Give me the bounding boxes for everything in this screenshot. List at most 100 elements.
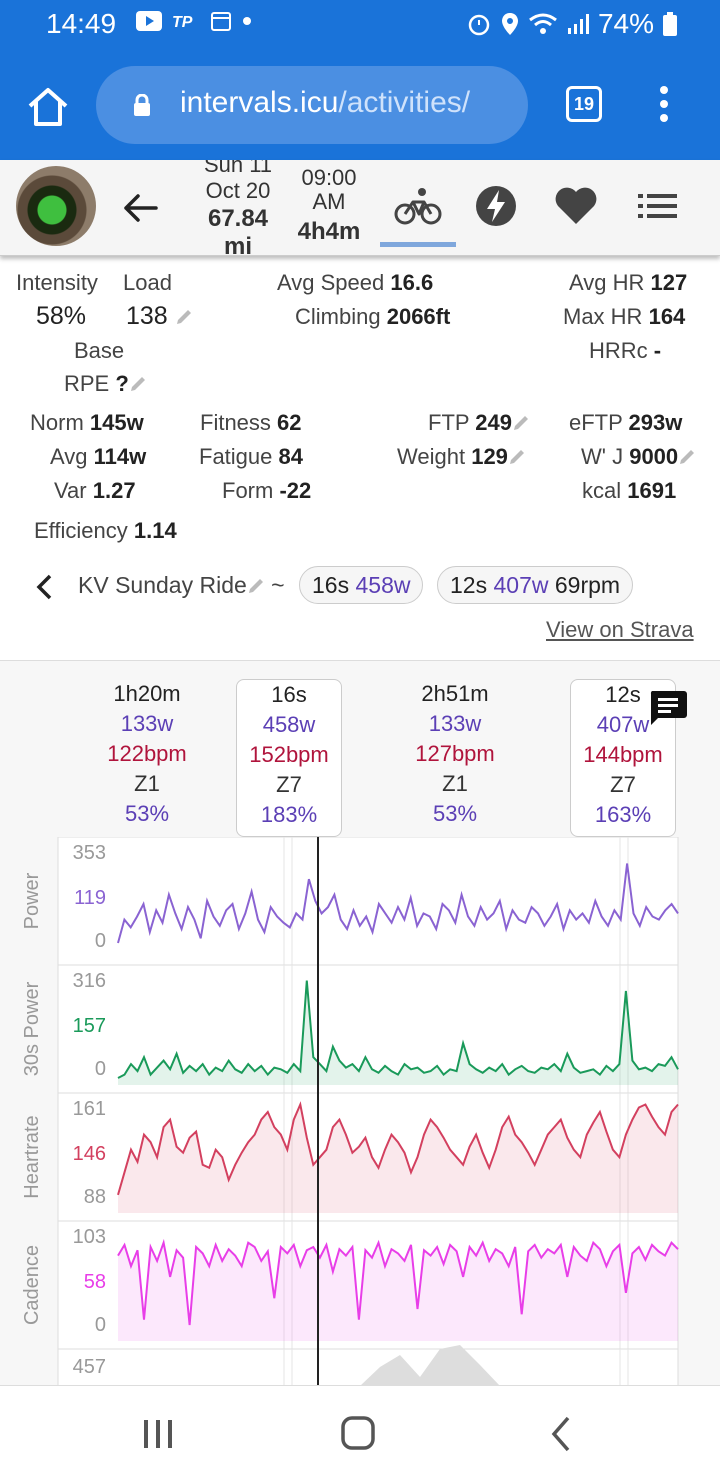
interval-hr: 144bpm [583, 742, 663, 767]
back-arrow-icon[interactable] [120, 188, 160, 228]
wj-stat[interactable]: W' J 9000 [581, 444, 696, 470]
edit-pencil-icon[interactable] [247, 577, 265, 595]
peak-power-pill-1[interactable]: 16s 458w [299, 566, 424, 604]
series-line [117, 1238, 679, 1326]
chart-tick-label: 316 [73, 970, 106, 992]
fitness-stat: Fitness 62 [200, 410, 302, 436]
max-hr-label: Max HR [563, 304, 643, 329]
interval-zone: Z1 [442, 771, 468, 796]
edit-pencil-icon[interactable] [508, 448, 526, 466]
url-bar[interactable]: intervals.icu/activities/ [96, 66, 528, 144]
browser-toolbar: intervals.icu/activities/ 19 [0, 50, 720, 160]
peak-power-pill-2[interactable]: 12s 407w 69rpm [437, 566, 634, 604]
edit-pencil-icon[interactable] [175, 308, 193, 326]
max-hr-value: 164 [648, 304, 686, 329]
heart-icon[interactable] [552, 182, 600, 230]
activity-duration: 4h4m [297, 218, 361, 245]
interval-hr: 127bpm [415, 741, 495, 766]
chart-tick-label: 0 [95, 1314, 106, 1336]
battery-percent: 74% [597, 8, 654, 39]
trainingpeaks-icon: TP [172, 14, 193, 31]
interval-power: 407w [596, 712, 650, 737]
ftp-label: FTP [428, 410, 470, 435]
view-on-strava-link[interactable]: View on Strava [546, 617, 694, 642]
var-stat: Var 1.27 [54, 478, 136, 504]
chart-panel [57, 1220, 679, 1350]
edit-pencil-icon[interactable] [512, 414, 530, 432]
var-label: Var [54, 478, 87, 503]
edit-pencil-icon[interactable] [678, 448, 696, 466]
list-icon[interactable] [634, 182, 682, 230]
efficiency-stat: Efficiency 1.14 [34, 518, 177, 544]
interval-duration: 2h51m [421, 681, 489, 706]
chart-tick-label: 0 [95, 1058, 106, 1080]
interval-pct: 53% [124, 801, 170, 826]
chart-tick-label: 0 [95, 930, 106, 952]
url-text[interactable]: intervals.icu/activities/ [180, 86, 470, 120]
interval-card[interactable]: 12s 407w 144bpm Z7 163% [570, 679, 676, 837]
lock-icon [134, 94, 150, 116]
weight-value: 129 [471, 444, 508, 469]
start-ampm: AM [312, 189, 346, 214]
chart-tick-label: 103 [73, 1226, 106, 1248]
interval-card[interactable]: 2h51m 133w 127bpm Z1 53% [400, 679, 510, 837]
youtube-icon [136, 11, 162, 31]
browser-menu-button[interactable] [656, 86, 672, 126]
eftp-label: eFTP [569, 410, 623, 435]
interval-card[interactable]: 1h20m 133w 122bpm Z1 53% [94, 679, 200, 837]
ftp-stat[interactable]: FTP 249 [428, 410, 530, 436]
series-line [117, 1101, 679, 1196]
interval-power: 133w [120, 711, 174, 736]
home-button-icon[interactable] [336, 1414, 380, 1454]
chart-tick-label: 457 [73, 1356, 106, 1378]
load-label: Load [123, 270, 172, 295]
fitness-label: Fitness [200, 410, 271, 435]
efficiency-label: Efficiency [34, 518, 128, 543]
form-label: Form [222, 478, 274, 503]
edit-pencil-icon[interactable] [129, 375, 147, 393]
bicycle-icon[interactable] [394, 182, 442, 230]
recent-apps-icon[interactable] [136, 1414, 180, 1454]
interval-card[interactable]: 16s 458w 152bpm Z7 183% [236, 679, 342, 837]
avg-hr-label: Avg HR [569, 270, 645, 295]
pill2-time: 12s [450, 572, 488, 598]
home-icon[interactable] [26, 84, 70, 128]
chart-tick-label: 146 [73, 1143, 106, 1165]
chart-panel [57, 1092, 679, 1222]
bicycle-tab-indicator [380, 242, 456, 247]
rpe-field[interactable]: RPE ? [64, 371, 147, 397]
interval-pct: 163% [594, 802, 652, 827]
form-value: -22 [279, 478, 312, 503]
interval-power: 133w [428, 711, 482, 736]
interval-zone: Z7 [276, 772, 302, 797]
url-host: intervals.icu [180, 86, 339, 119]
var-value: 1.27 [92, 478, 136, 503]
chevron-left-icon[interactable] [34, 574, 54, 600]
ride-name[interactable]: KV Sunday Ride ~ [78, 572, 285, 599]
chart-tick-label: 161 [73, 1098, 106, 1120]
avatar[interactable] [16, 166, 96, 246]
efficiency-value: 1.14 [133, 518, 177, 543]
interval-hr: 152bpm [249, 742, 329, 767]
activity-charts[interactable]: Power 353 119 0 30s Power 316 157 0 Heartrate 161… [0, 837, 720, 1385]
ftp-value: 249 [475, 410, 512, 435]
series-line [117, 980, 679, 1079]
status-system-icons: 74% [466, 8, 678, 40]
base-label: Base [74, 338, 125, 363]
form-stat: Form -22 [222, 478, 311, 504]
lightning-icon[interactable] [472, 182, 520, 230]
avg-hr-stat: Avg HR 127 [569, 270, 687, 296]
interval-pct: 53% [432, 801, 478, 826]
tab-switcher-button[interactable]: 19 [566, 86, 602, 122]
hrrc-label: HRRc [589, 338, 648, 363]
chart-panel [57, 837, 679, 966]
load-value[interactable]: 138 [126, 302, 193, 331]
interval-duration: 1h20m [113, 681, 181, 706]
svg-text:TP: TP [172, 14, 193, 31]
back-button-icon[interactable] [540, 1414, 584, 1454]
weight-stat[interactable]: Weight 129 [397, 444, 526, 470]
pill2-power: 407w [493, 572, 549, 598]
comment-icon[interactable] [648, 689, 688, 727]
interval-zone: Z7 [610, 772, 636, 797]
interval-zone: Z1 [134, 771, 160, 796]
